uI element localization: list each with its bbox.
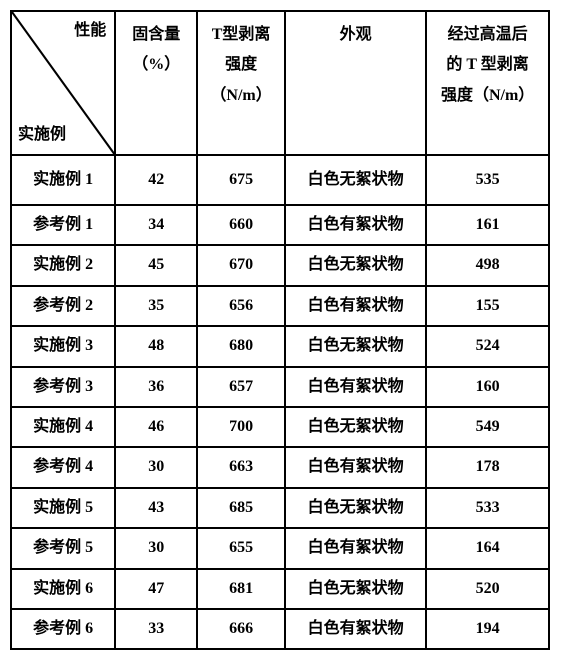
row-label: 实施例 3 xyxy=(11,326,115,366)
table-body: 实施例 142675白色无絮状物535参考例 134660白色有絮状物161实施… xyxy=(11,155,549,649)
table-row: 实施例 245670白色无絮状物498 xyxy=(11,245,549,285)
peel-strength-value: 656 xyxy=(197,286,285,326)
row-label: 实施例 5 xyxy=(11,488,115,528)
solid-content-value: 43 xyxy=(115,488,197,528)
appearance-value: 白色无絮状物 xyxy=(285,245,426,285)
appearance-value: 白色无絮状物 xyxy=(285,326,426,366)
solid-content-value: 35 xyxy=(115,286,197,326)
row-label: 参考例 3 xyxy=(11,367,115,407)
appearance-value: 白色有絮状物 xyxy=(285,528,426,568)
appearance-value: 白色有絮状物 xyxy=(285,447,426,487)
properties-table: 性能 实施例 固含量 （%） T型剥离 强度 （N/m） 外观 经过高温后 的 … xyxy=(10,10,550,650)
peel-strength-value: 666 xyxy=(197,609,285,649)
table-row: 实施例 446700白色无絮状物549 xyxy=(11,407,549,447)
solid-content-value: 47 xyxy=(115,569,197,609)
appearance-value: 白色无絮状物 xyxy=(285,407,426,447)
header-diag-top: 性能 xyxy=(74,18,106,44)
peel-strength-value: 657 xyxy=(197,367,285,407)
row-label: 参考例 5 xyxy=(11,528,115,568)
row-label: 参考例 6 xyxy=(11,609,115,649)
row-label: 参考例 4 xyxy=(11,447,115,487)
header-after-heat: 经过高温后 的 T 型剥离 强度（N/m） xyxy=(426,11,549,155)
solid-content-value: 42 xyxy=(115,155,197,205)
peel-strength-value: 681 xyxy=(197,569,285,609)
appearance-value: 白色无絮状物 xyxy=(285,488,426,528)
table-row: 参考例 633666白色有絮状物194 xyxy=(11,609,549,649)
header-peel-strength: T型剥离 强度 （N/m） xyxy=(197,11,285,155)
header-peel-l1: T型剥离 xyxy=(200,20,282,50)
header-solid-l2: （%） xyxy=(118,50,194,80)
after-heat-value: 549 xyxy=(426,407,549,447)
table-row: 实施例 647681白色无絮状物520 xyxy=(11,569,549,609)
appearance-value: 白色无絮状物 xyxy=(285,569,426,609)
after-heat-value: 533 xyxy=(426,488,549,528)
header-appearance-l1: 外观 xyxy=(288,20,423,50)
peel-strength-value: 700 xyxy=(197,407,285,447)
peel-strength-value: 655 xyxy=(197,528,285,568)
after-heat-value: 160 xyxy=(426,367,549,407)
row-label: 实施例 4 xyxy=(11,407,115,447)
row-label: 实施例 2 xyxy=(11,245,115,285)
row-label: 参考例 1 xyxy=(11,205,115,245)
row-label: 参考例 2 xyxy=(11,286,115,326)
table-row: 参考例 530655白色有絮状物164 xyxy=(11,528,549,568)
solid-content-value: 30 xyxy=(115,528,197,568)
after-heat-value: 194 xyxy=(426,609,549,649)
header-solid-content: 固含量 （%） xyxy=(115,11,197,155)
table-row: 实施例 543685白色无絮状物533 xyxy=(11,488,549,528)
peel-strength-value: 680 xyxy=(197,326,285,366)
after-heat-value: 164 xyxy=(426,528,549,568)
header-appearance: 外观 xyxy=(285,11,426,155)
appearance-value: 白色无絮状物 xyxy=(285,155,426,205)
solid-content-value: 34 xyxy=(115,205,197,245)
after-heat-value: 155 xyxy=(426,286,549,326)
after-heat-value: 178 xyxy=(426,447,549,487)
header-row: 性能 实施例 固含量 （%） T型剥离 强度 （N/m） 外观 经过高温后 的 … xyxy=(11,11,549,155)
table-row: 实施例 348680白色无絮状物524 xyxy=(11,326,549,366)
solid-content-value: 36 xyxy=(115,367,197,407)
table-row: 参考例 430663白色有絮状物178 xyxy=(11,447,549,487)
header-peel-l2: 强度 xyxy=(200,50,282,80)
peel-strength-value: 685 xyxy=(197,488,285,528)
header-peel-l3: （N/m） xyxy=(200,81,282,111)
after-heat-value: 161 xyxy=(426,205,549,245)
solid-content-value: 45 xyxy=(115,245,197,285)
header-diag-bottom: 实施例 xyxy=(18,122,66,148)
solid-content-value: 46 xyxy=(115,407,197,447)
peel-strength-value: 660 xyxy=(197,205,285,245)
solid-content-value: 48 xyxy=(115,326,197,366)
table-row: 参考例 235656白色有絮状物155 xyxy=(11,286,549,326)
row-label: 实施例 6 xyxy=(11,569,115,609)
after-heat-value: 498 xyxy=(426,245,549,285)
table-row: 参考例 336657白色有絮状物160 xyxy=(11,367,549,407)
appearance-value: 白色有絮状物 xyxy=(285,205,426,245)
after-heat-value: 535 xyxy=(426,155,549,205)
appearance-value: 白色有絮状物 xyxy=(285,609,426,649)
after-heat-value: 520 xyxy=(426,569,549,609)
peel-strength-value: 663 xyxy=(197,447,285,487)
table-row: 参考例 134660白色有絮状物161 xyxy=(11,205,549,245)
solid-content-value: 30 xyxy=(115,447,197,487)
diagonal-header-cell: 性能 实施例 xyxy=(11,11,115,155)
header-after-l2: 的 T 型剥离 xyxy=(429,50,546,80)
header-after-l1: 经过高温后 xyxy=(429,20,546,50)
after-heat-value: 524 xyxy=(426,326,549,366)
appearance-value: 白色有絮状物 xyxy=(285,286,426,326)
header-after-l3: 强度（N/m） xyxy=(429,81,546,111)
solid-content-value: 33 xyxy=(115,609,197,649)
peel-strength-value: 675 xyxy=(197,155,285,205)
header-solid-l1: 固含量 xyxy=(118,20,194,50)
table-row: 实施例 142675白色无絮状物535 xyxy=(11,155,549,205)
appearance-value: 白色有絮状物 xyxy=(285,367,426,407)
row-label: 实施例 1 xyxy=(11,155,115,205)
peel-strength-value: 670 xyxy=(197,245,285,285)
